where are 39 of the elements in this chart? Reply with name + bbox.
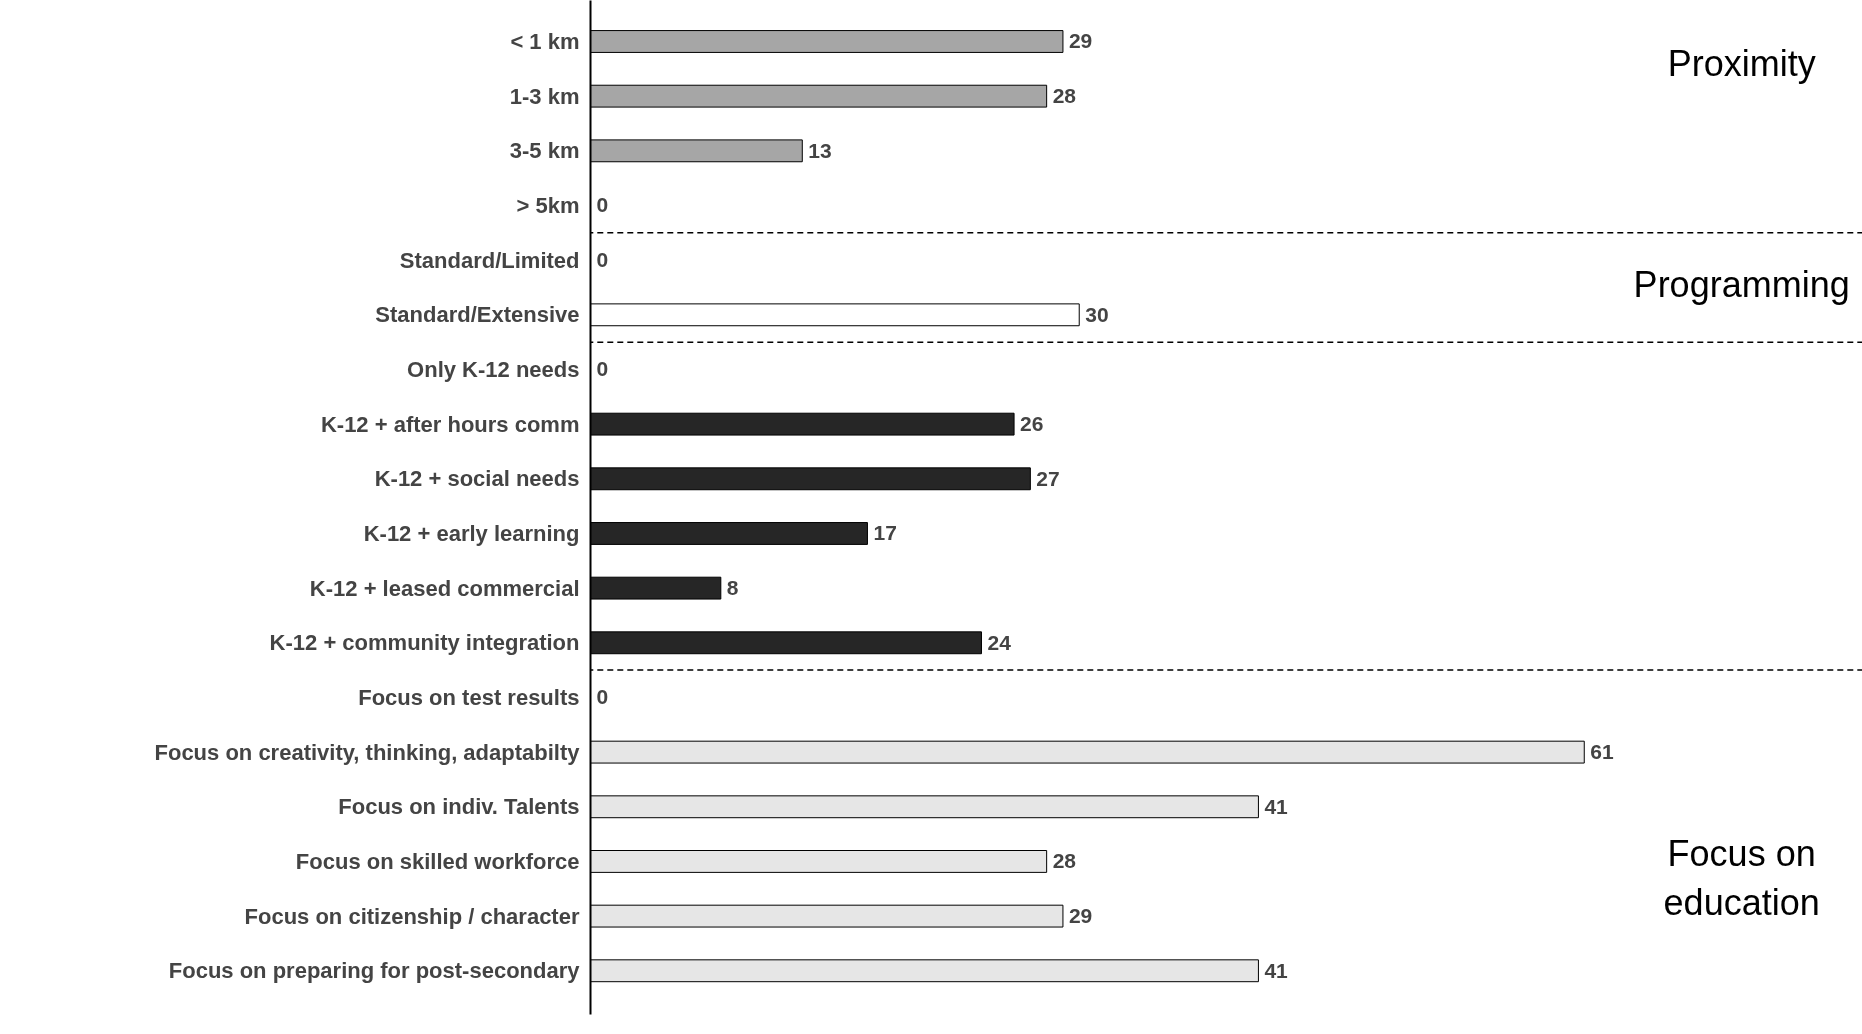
y-tick-label: Focus on indiv. Talents [338,794,580,820]
data-label: 61 [1590,740,1614,764]
text: Programming [1633,264,1850,306]
data-label: 28 [1052,849,1077,873]
y-tick-label: K-12 + early learning [363,520,580,546]
data-label: 27 [1036,466,1060,490]
y-tick-label: Focus on citizenship / character [244,903,580,929]
y-tick-label: Focus on test results [358,684,580,710]
data-label: 0 [596,248,609,272]
text: Focus on education [1663,832,1820,923]
data-label: 29 [1068,904,1093,928]
data-label: 17 [873,521,897,545]
y-tick-label: 1-3 km [509,83,580,109]
y-tick-label: Focus on preparing for post-secondary [168,958,581,984]
data-label: 26 [1020,412,1044,436]
y-tick-label: K-12 + social needs [374,466,580,492]
y-tick-label: Focus on skilled workforce [295,848,580,874]
data-label: 13 [808,138,832,162]
y-tick-label: Standard/Limited [399,247,580,273]
data-label: 0 [596,193,609,217]
data-label: 41 [1264,794,1289,818]
data-label: 0 [596,685,609,709]
y-tick-label: > 5km [516,192,580,218]
y-tick-label: Only K-12 needs [407,356,580,382]
data-label: 29 [1068,29,1093,53]
data-label: 0 [596,357,609,381]
data-label: 41 [1264,958,1289,982]
data-label: 24 [987,630,1012,654]
data-label: 30 [1085,302,1109,326]
y-tick-label: Focus on creativity, thinking, adaptabilty [154,739,581,765]
text: Proximity [1667,42,1816,84]
data-label: 28 [1052,84,1077,108]
data-label: 8 [726,576,739,600]
y-tick-label: Standard/Extensive [375,302,580,328]
y-tick-label: < 1 km [510,29,580,54]
y-tick-label: 3-5 km [509,138,580,164]
y-tick-label: K-12 + after hours comm [320,411,580,437]
y-tick-label: K-12 + community integration [269,630,580,656]
y-tick-label: K-12 + leased commercial [309,575,580,601]
